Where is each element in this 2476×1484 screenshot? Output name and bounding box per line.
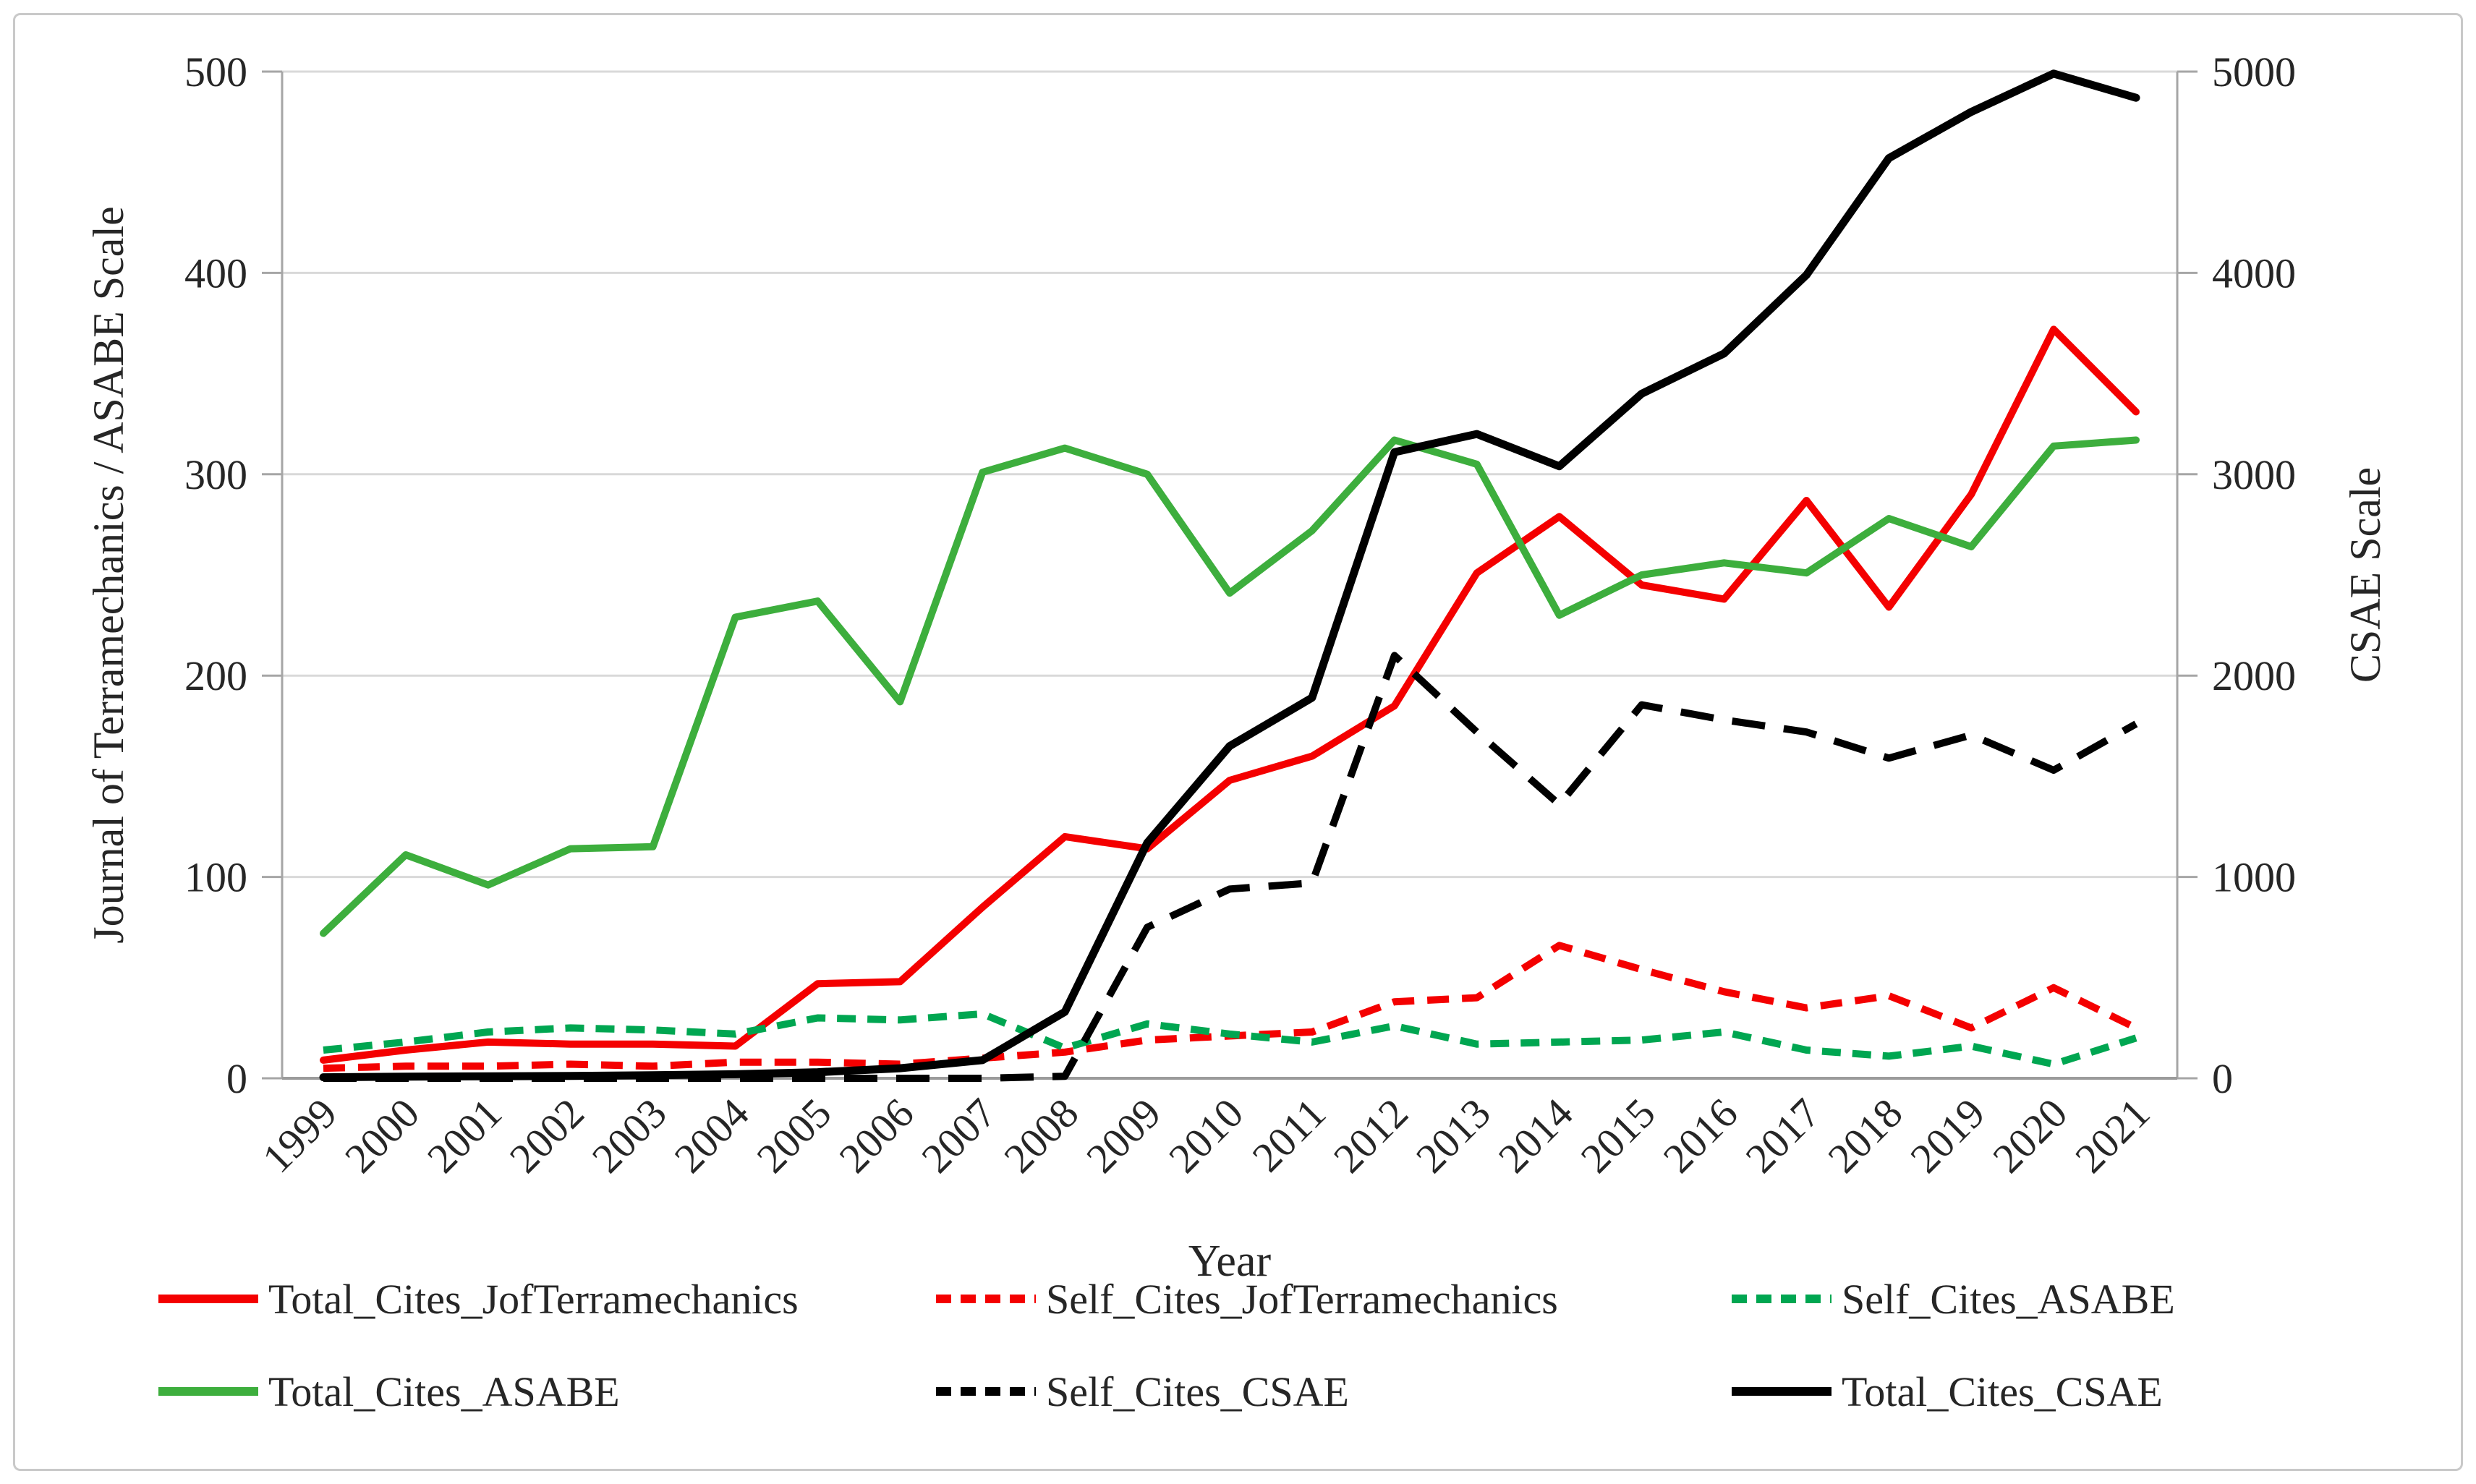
series-line-Total_Cites_CSAE [319,69,2140,1082]
x-axis-tick-label: 2010 [1160,1089,1252,1182]
x-axis-tick-label: 2001 [418,1089,511,1182]
left-axis-tick-label: 0 [226,1055,247,1102]
x-axis-tick-label: 2002 [501,1089,593,1182]
x-axis-tick-label: 2021 [2066,1089,2158,1182]
x-axis-tick-label: 2004 [665,1089,758,1182]
x-axis-tick-label: 2008 [995,1089,1087,1182]
x-axis-tick-label: 2005 [748,1089,841,1182]
x-axis-tick-label: 2014 [1489,1089,1582,1182]
x-axis-tick-label: 2007 [912,1089,1005,1182]
left-axis-tick-label: 100 [184,854,247,901]
left-axis-tick-label: 400 [184,250,247,297]
x-axis-tick-label: 2020 [1983,1089,2076,1182]
series-line-Self_Cites_JofTerramechanics [323,942,2138,1073]
x-axis-tick-label: 2016 [1654,1089,1747,1182]
x-axis-tick-label: 2011 [1243,1089,1335,1180]
x-axis-tick-label: 2018 [1819,1089,1912,1182]
right-axis-tick-label: 3000 [2212,451,2296,498]
right-axis-tick-label: 1000 [2212,854,2296,901]
x-axis-tick-label: 2019 [1901,1089,1994,1182]
left-axis-tick-label: 300 [184,451,247,498]
left-axis-tick-label: 200 [184,652,247,699]
x-axis-tick-label: 1999 [253,1089,346,1182]
right-axis-title: CSAE Scale [2341,466,2389,683]
series-line-Total_Cites_ASABE [320,436,2140,937]
x-axis-title: Year [1188,1237,1272,1286]
right-axis-tick-label: 4000 [2212,250,2296,297]
x-axis-tick-label: 2015 [1572,1089,1664,1182]
x-axis-tick-label: 2013 [1407,1089,1499,1182]
x-axis-tick-label: 2017 [1737,1089,1829,1182]
right-axis-tick-label: 2000 [2212,652,2296,699]
left-axis-tick-label: 500 [184,48,247,95]
x-axis-tick-label: 2003 [583,1089,676,1182]
right-axis-tick-label: 0 [2212,1055,2233,1102]
x-axis-tick-label: 2009 [1077,1089,1170,1182]
x-axis-tick-label: 2000 [336,1089,428,1182]
x-axis-tick-label: 2012 [1324,1089,1417,1182]
left-axis-title: Journal of Terramechanics / ASABE Scale [85,206,132,944]
right-axis-tick-label: 5000 [2212,48,2296,95]
series-line-Total_Cites_JofTerramechanics [320,325,2140,1064]
x-axis-tick-label: 2006 [830,1089,923,1182]
series-line-Self_Cites_ASABE [323,1010,2137,1068]
series-line-Self_Cites_CSAE [323,652,2138,1082]
